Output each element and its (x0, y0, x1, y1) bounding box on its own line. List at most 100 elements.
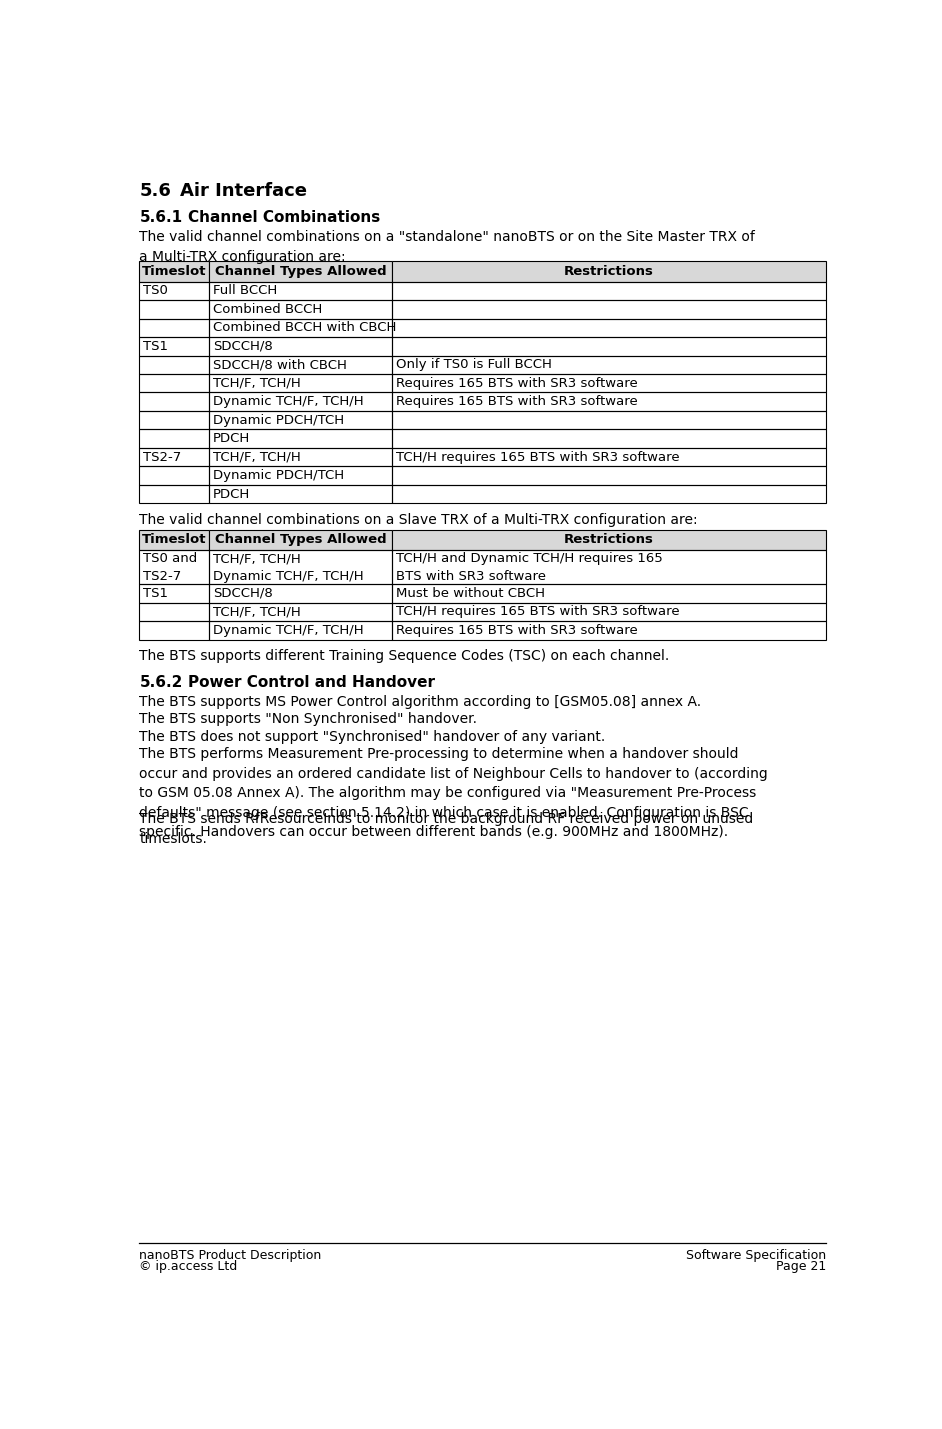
Bar (209, 262, 392, 282)
Bar (392, 319, 826, 337)
Bar (392, 300, 826, 319)
Bar (139, 393, 209, 412)
Text: The BTS supports different Training Sequence Codes (TSC) on each channel.: The BTS supports different Training Sequ… (139, 649, 670, 663)
Bar (209, 300, 392, 319)
Text: PDCH: PDCH (213, 432, 251, 446)
Bar (139, 374, 209, 393)
Bar (392, 262, 826, 282)
Text: PDCH: PDCH (213, 487, 251, 500)
Text: TCH/F, TCH/H: TCH/F, TCH/H (213, 450, 300, 463)
Bar (139, 282, 209, 300)
Text: The BTS supports "Non Synchronised" handover.: The BTS supports "Non Synchronised" hand… (139, 713, 478, 726)
Text: The valid channel combinations on a Slave TRX of a Multi-TRX configuration are:: The valid channel combinations on a Slav… (139, 513, 698, 527)
Bar (209, 393, 392, 412)
Text: Restrictions: Restrictions (564, 264, 654, 277)
Bar (139, 356, 209, 374)
Bar (392, 530, 826, 550)
Text: Dynamic PDCH/TCH: Dynamic PDCH/TCH (213, 413, 344, 427)
Bar (392, 393, 826, 412)
Text: nanoBTS Product Description: nanoBTS Product Description (139, 1249, 322, 1262)
Bar (209, 262, 392, 282)
Text: © ip.access Ltd: © ip.access Ltd (139, 1260, 237, 1273)
Text: Requires 165 BTS with SR3 software: Requires 165 BTS with SR3 software (396, 396, 638, 409)
Bar (139, 262, 209, 282)
Bar (139, 622, 209, 640)
Text: 5.6.2: 5.6.2 (139, 674, 183, 690)
Bar (139, 319, 209, 337)
Bar (392, 337, 826, 356)
Bar (392, 484, 826, 503)
Bar (139, 484, 209, 503)
Text: TS1: TS1 (143, 340, 169, 353)
Text: TS0 and
TS2-7: TS0 and TS2-7 (143, 552, 198, 583)
Text: The BTS does not support "Synchronised" handover of any variant.: The BTS does not support "Synchronised" … (139, 730, 606, 743)
Text: SDCCH/8 with CBCH: SDCCH/8 with CBCH (213, 359, 347, 372)
Bar (392, 430, 826, 447)
Bar (209, 550, 392, 584)
Text: Combined BCCH: Combined BCCH (213, 303, 322, 316)
Bar (392, 282, 826, 300)
Text: Full BCCH: Full BCCH (213, 284, 277, 297)
Bar (392, 412, 826, 430)
Bar (139, 412, 209, 430)
Bar (139, 447, 209, 466)
Text: 5.6.1: 5.6.1 (139, 210, 183, 224)
Bar (209, 530, 392, 550)
Text: The valid channel combinations on a "standalone" nanoBTS or on the Site Master T: The valid channel combinations on a "sta… (139, 230, 755, 263)
Text: SDCCH/8: SDCCH/8 (213, 340, 273, 353)
Text: Combined BCCH with CBCH: Combined BCCH with CBCH (213, 322, 397, 334)
Text: TCH/F, TCH/H: TCH/F, TCH/H (213, 606, 300, 619)
Bar (209, 466, 392, 484)
Text: SDCCH/8: SDCCH/8 (213, 587, 273, 600)
Text: TS2-7: TS2-7 (143, 450, 182, 463)
Bar (209, 412, 392, 430)
Bar (209, 622, 392, 640)
Bar (209, 319, 392, 337)
Bar (392, 262, 826, 282)
Text: 5.6: 5.6 (139, 183, 171, 200)
Bar (392, 603, 826, 622)
Text: TCH/H requires 165 BTS with SR3 software: TCH/H requires 165 BTS with SR3 software (396, 450, 679, 463)
Text: Dynamic TCH/F, TCH/H: Dynamic TCH/F, TCH/H (213, 396, 364, 409)
Bar (139, 466, 209, 484)
Bar (392, 550, 826, 584)
Bar (209, 447, 392, 466)
Bar (139, 430, 209, 447)
Bar (392, 466, 826, 484)
Text: Timeslot: Timeslot (142, 264, 206, 277)
Text: Power Control and Handover: Power Control and Handover (187, 674, 434, 690)
Bar (139, 300, 209, 319)
Text: Air Interface: Air Interface (180, 183, 307, 200)
Bar (209, 484, 392, 503)
Text: TCH/F, TCH/H
Dynamic TCH/F, TCH/H: TCH/F, TCH/H Dynamic TCH/F, TCH/H (213, 552, 364, 583)
Bar (392, 356, 826, 374)
Bar (209, 356, 392, 374)
Bar (392, 530, 826, 550)
Bar (392, 447, 826, 466)
Bar (392, 622, 826, 640)
Bar (392, 374, 826, 393)
Text: Page 21: Page 21 (776, 1260, 826, 1273)
Text: Only if TS0 is Full BCCH: Only if TS0 is Full BCCH (396, 359, 552, 372)
Bar (139, 262, 209, 282)
Text: The BTS performs Measurement Pre-processing to determine when a handover should
: The BTS performs Measurement Pre-process… (139, 747, 768, 839)
Text: Requires 165 BTS with SR3 software: Requires 165 BTS with SR3 software (396, 377, 638, 390)
Bar (209, 603, 392, 622)
Text: Channel Combinations: Channel Combinations (187, 210, 380, 224)
Text: Channel Types Allowed: Channel Types Allowed (215, 533, 386, 546)
Text: Must be without CBCH: Must be without CBCH (396, 587, 545, 600)
Text: Timeslot: Timeslot (142, 533, 206, 546)
Bar (209, 337, 392, 356)
Text: TS0: TS0 (143, 284, 169, 297)
Text: Restrictions: Restrictions (564, 533, 654, 546)
Text: Channel Types Allowed: Channel Types Allowed (215, 264, 386, 277)
Bar (209, 430, 392, 447)
Text: TCH/H and Dynamic TCH/H requires 165
BTS with SR3 software: TCH/H and Dynamic TCH/H requires 165 BTS… (396, 552, 663, 583)
Text: Dynamic PDCH/TCH: Dynamic PDCH/TCH (213, 469, 344, 482)
Bar (209, 282, 392, 300)
Text: Dynamic TCH/F, TCH/H: Dynamic TCH/F, TCH/H (213, 624, 364, 637)
Bar (392, 584, 826, 603)
Text: TCH/H requires 165 BTS with SR3 software: TCH/H requires 165 BTS with SR3 software (396, 606, 679, 619)
Bar (139, 530, 209, 550)
Text: The BTS supports MS Power Control algorithm according to [GSM05.08] annex A.: The BTS supports MS Power Control algori… (139, 694, 702, 709)
